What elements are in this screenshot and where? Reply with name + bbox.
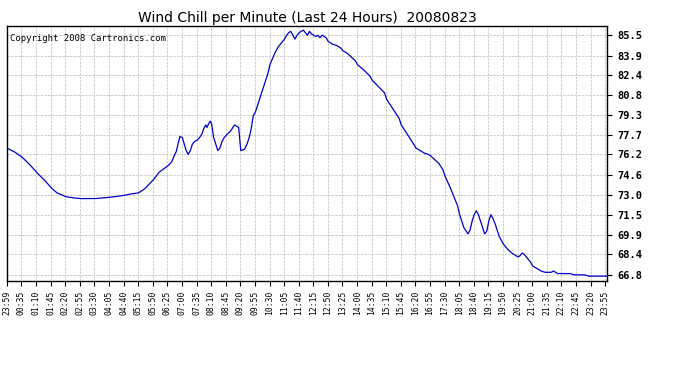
Text: Copyright 2008 Cartronics.com: Copyright 2008 Cartronics.com bbox=[10, 34, 166, 43]
Title: Wind Chill per Minute (Last 24 Hours)  20080823: Wind Chill per Minute (Last 24 Hours) 20… bbox=[138, 11, 476, 25]
